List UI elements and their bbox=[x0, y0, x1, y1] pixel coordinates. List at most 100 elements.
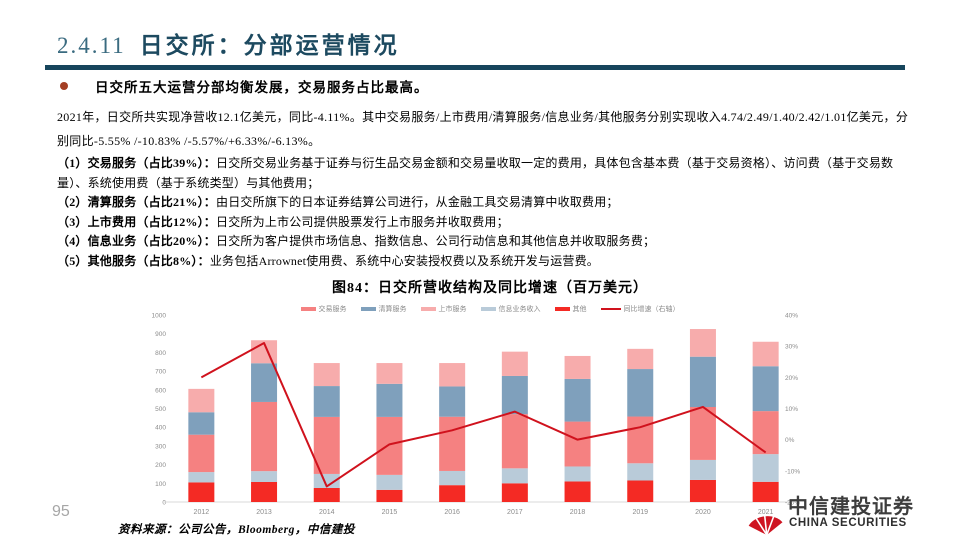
bar-segment-其他 bbox=[564, 481, 591, 502]
legend-label: 清算服务 bbox=[378, 306, 407, 313]
fan-icon bbox=[748, 514, 783, 536]
source-note: 资料来源：公司公告，Bloomberg，中信建投 bbox=[118, 524, 355, 536]
bar-segment-信息业务收入 bbox=[439, 470, 466, 486]
list-item-trading: （1）交易服务（占比39%）：日交所交易业务基于证券与衍生品交易金额和交易量收取… bbox=[57, 154, 915, 193]
section-title: 日交所：分部运营情况 bbox=[139, 33, 400, 58]
bar-segment-信息业务收入 bbox=[251, 471, 278, 482]
left-axis-tick: 200 bbox=[155, 462, 166, 469]
logo-cn-text: 中信建投证券 bbox=[788, 496, 914, 518]
bar-segment-其他 bbox=[313, 487, 340, 502]
bar-segment-清算服务 bbox=[689, 356, 716, 408]
bar-segment-信息业务收入 bbox=[752, 454, 779, 482]
x-axis-label: 2017 bbox=[507, 509, 523, 516]
left-axis-tick: 1000 bbox=[152, 313, 167, 320]
legend-label: 信息业务收入 bbox=[498, 306, 541, 313]
right-axis-tick: 30% bbox=[785, 344, 798, 351]
bar-segment-清算服务 bbox=[439, 386, 466, 417]
bar-segment-交易服务 bbox=[564, 421, 591, 467]
list-item-clearing: （2）清算服务（占比21%）：由日交所旗下的日本证券结算公司进行，从金融工具交易… bbox=[57, 193, 915, 213]
list-item-text: 由日交所旗下的日本证券结算公司进行，从金融工具交易清算中收取费用； bbox=[216, 195, 619, 209]
list-item-information: （4）信息业务（占比20%）：日交所为客户提供市场信息、指数信息、公司行动信息和… bbox=[57, 232, 915, 252]
right-axis-tick: 40% bbox=[785, 313, 798, 320]
key-point: 日交所五大运营分部均衡发展，交易服务占比最高。 bbox=[60, 76, 920, 96]
legend-swatch-icon bbox=[360, 307, 376, 311]
x-axis-label: 2012 bbox=[194, 509, 210, 516]
left-axis-tick: 0 bbox=[162, 500, 166, 507]
bullet-icon bbox=[60, 82, 68, 90]
legend-item: 其他 bbox=[554, 304, 587, 314]
x-axis-label: 2013 bbox=[256, 509, 272, 516]
bar-segment-上市服务 bbox=[376, 363, 403, 384]
bar-segment-其他 bbox=[627, 480, 654, 502]
bar-segment-信息业务收入 bbox=[501, 468, 528, 484]
bar-segment-上市服务 bbox=[627, 348, 654, 370]
legend-swatch-icon bbox=[420, 307, 436, 311]
bar-segment-信息业务收入 bbox=[188, 472, 215, 483]
left-axis-tick: 300 bbox=[155, 443, 166, 450]
legend-item: 清算服务 bbox=[360, 304, 407, 314]
x-axis-label: 2016 bbox=[444, 509, 460, 516]
bar-segment-上市服务 bbox=[188, 388, 215, 413]
left-axis-tick: 600 bbox=[155, 387, 166, 394]
segment-list: （1）交易服务（占比39%）：日交所交易业务基于证券与衍生品交易金额和交易量收取… bbox=[57, 154, 915, 271]
bar-segment-信息业务收入 bbox=[689, 459, 716, 480]
bar-segment-清算服务 bbox=[564, 378, 591, 422]
x-axis-label: 2021 bbox=[758, 509, 774, 516]
bar-segment-上市服务 bbox=[752, 341, 779, 367]
bar-segment-上市服务 bbox=[439, 363, 466, 387]
legend-item: 上市服务 bbox=[420, 304, 467, 314]
legend-swatch-icon bbox=[480, 307, 496, 311]
legend-swatch-icon bbox=[300, 307, 316, 311]
chart-title: 图84：日交所营收结构及同比增速（百万美元） bbox=[332, 281, 648, 296]
x-axis-label: 2015 bbox=[382, 509, 398, 516]
legend-item: 信息业务收入 bbox=[480, 304, 541, 314]
bar-segment-其他 bbox=[752, 481, 779, 502]
right-axis-tick: 10% bbox=[785, 406, 798, 413]
title-divider bbox=[45, 65, 905, 70]
legend-label: 交易服务 bbox=[318, 306, 347, 313]
bar-segment-交易服务 bbox=[689, 407, 716, 460]
legend-label: 其他 bbox=[572, 306, 587, 313]
bar-segment-交易服务 bbox=[376, 416, 403, 475]
list-item-text: 业务包括Arrownet使用费、系统中心安装授权费以及系统开发与运营费。 bbox=[209, 253, 599, 268]
bar-segment-信息业务收入 bbox=[627, 463, 654, 481]
legend-item: 同比增速（右轴） bbox=[600, 304, 680, 314]
bar-segment-清算服务 bbox=[313, 386, 340, 417]
list-item-lead: （1）交易服务（占比39%）： bbox=[57, 156, 217, 170]
chart-legend: 交易服务 清算服务 上市服务 信息业务收入 其他 同比增速（右轴） bbox=[140, 304, 840, 314]
bar-segment-上市服务 bbox=[564, 355, 591, 379]
list-item-lead: （4）信息业务（占比20%）： bbox=[57, 234, 217, 248]
bar-segment-其他 bbox=[689, 479, 716, 502]
logo-en-text: CHINA SECURITIES bbox=[789, 517, 907, 529]
page-title: 2.4.11 日交所：分部运营情况 bbox=[57, 26, 400, 60]
left-axis-tick: 900 bbox=[155, 331, 166, 338]
left-axis-tick: 400 bbox=[155, 425, 166, 432]
legend-swatch-icon bbox=[554, 307, 570, 311]
list-item-text: 日交所为客户提供市场信息、指数信息、公司行动信息和其他信息并收取服务费； bbox=[216, 234, 656, 248]
bar-segment-其他 bbox=[376, 489, 403, 502]
bar-segment-交易服务 bbox=[439, 416, 466, 471]
legend-item: 交易服务 bbox=[300, 304, 347, 314]
list-item-lead: （2）清算服务（占比21%）： bbox=[57, 195, 217, 209]
bar-segment-清算服务 bbox=[752, 366, 779, 412]
list-item-text: 日交所交易业务基于证券与衍生品交易金额和交易量收取一定的费用，具体包含基本费（基… bbox=[57, 156, 894, 190]
bar-segment-清算服务 bbox=[376, 383, 403, 417]
x-axis-label: 2018 bbox=[570, 509, 586, 516]
body-paragraph: 2021年，日交所共实现净营收12.1亿美元，同比-4.11%。其中交易服务/上… bbox=[57, 110, 909, 148]
right-axis-tick: -20% bbox=[785, 500, 800, 507]
left-axis-tick: 800 bbox=[155, 350, 166, 357]
bar-segment-信息业务收入 bbox=[313, 473, 340, 488]
right-axis-tick: -10% bbox=[785, 468, 800, 475]
left-axis-tick: 100 bbox=[155, 481, 166, 488]
bar-segment-上市服务 bbox=[689, 329, 716, 357]
chart-canvas: 0 100 200 300 400 500 600 700 800 900 1000 -20% -10%… bbox=[152, 313, 801, 517]
right-axis-tick: 0% bbox=[785, 437, 795, 444]
legend-swatch-icon bbox=[600, 308, 621, 310]
bar-segment-清算服务 bbox=[627, 369, 654, 417]
bar-segment-清算服务 bbox=[501, 375, 528, 415]
list-item-listing: （3）上市费用（占比12%）：日交所为上市公司提供股票发行上市服务并收取费用； bbox=[57, 213, 915, 233]
bar-segment-清算服务 bbox=[251, 363, 278, 402]
section-number: 2.4.11 bbox=[57, 33, 126, 58]
x-axis-label: 2019 bbox=[632, 509, 648, 516]
